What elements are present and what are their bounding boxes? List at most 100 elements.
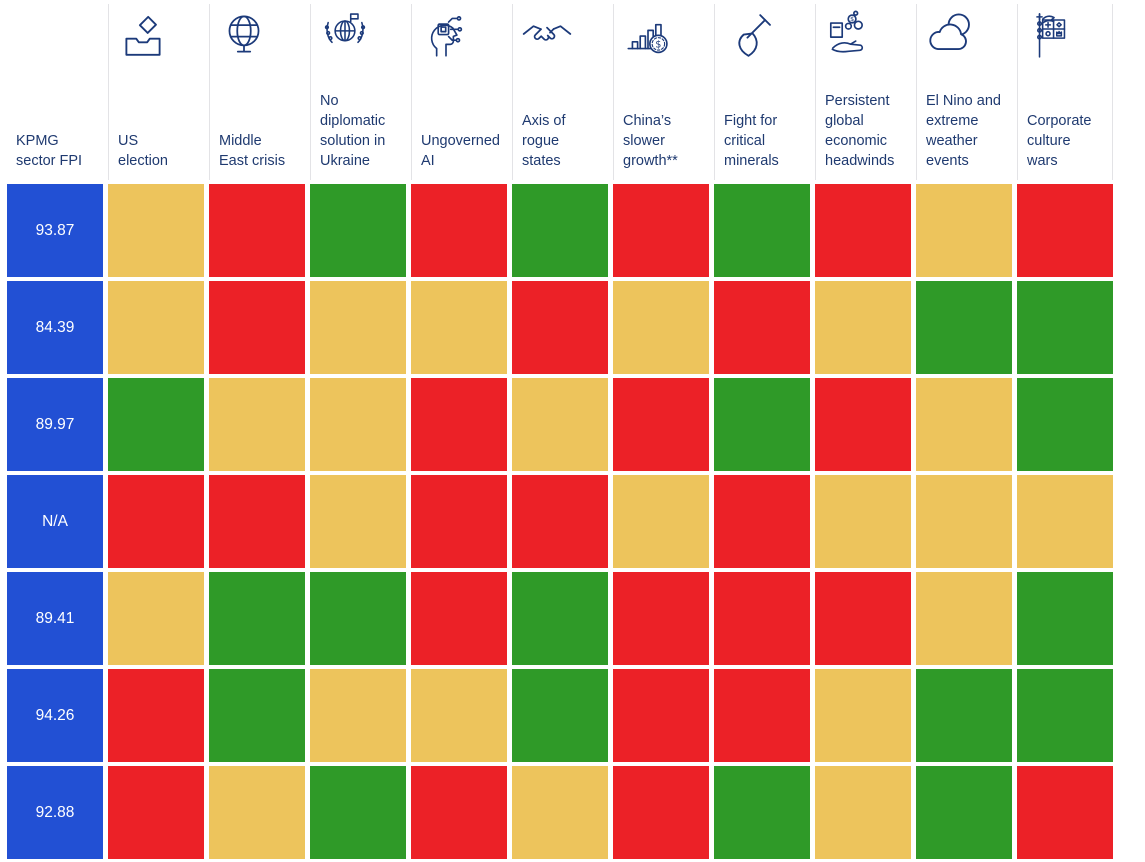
fpi-value-cell: 93.87 xyxy=(7,184,103,277)
fpi-value-cell: N/A xyxy=(7,475,103,568)
column-header-label: Fight for critical minerals xyxy=(724,113,779,169)
heat-cell-corporate-culture-wars xyxy=(1017,184,1113,277)
heat-cell-persistent-global-economic-headwinds xyxy=(815,184,911,277)
heat-cell-persistent-global-economic-headwinds xyxy=(815,572,911,665)
heat-cell-axis-of-rogue-states xyxy=(512,572,608,665)
column-header-label: Ungoverned AI xyxy=(421,133,500,169)
heat-cell-middle-east-crisis xyxy=(209,184,305,277)
heat-cell-corporate-culture-wars xyxy=(1017,475,1113,568)
heat-cell-middle-east-crisis xyxy=(209,572,305,665)
heat-cell-ungoverned-ai xyxy=(411,572,507,665)
heat-cell-no-diplomatic-solution-ukraine xyxy=(310,475,406,568)
heat-cell-ungoverned-ai xyxy=(411,766,507,859)
column-header-chinas-slower-growth: China’s slower growth** xyxy=(613,4,709,180)
heat-cell-chinas-slower-growth xyxy=(613,378,709,471)
heat-cell-us-election xyxy=(108,766,204,859)
header-spacer xyxy=(210,59,305,131)
heat-cell-corporate-culture-wars xyxy=(1017,669,1113,762)
fpi-value-cell: 92.88 xyxy=(7,766,103,859)
heat-cell-chinas-slower-growth xyxy=(613,184,709,277)
heat-cell-fight-for-critical-minerals xyxy=(714,378,810,471)
fpi-value-cell: 89.97 xyxy=(7,378,103,471)
heat-cell-ungoverned-ai xyxy=(411,475,507,568)
shovel-icon xyxy=(722,9,776,59)
heat-cell-us-election xyxy=(108,281,204,374)
bar-chart-coin-icon xyxy=(621,9,675,59)
heat-cell-us-election xyxy=(108,669,204,762)
column-header-label: US election xyxy=(118,133,168,169)
fpi-column-header-label: KPMG sector FPI xyxy=(16,133,83,169)
heat-cell-us-election xyxy=(108,475,204,568)
heat-cell-axis-of-rogue-states xyxy=(512,281,608,374)
heat-cell-el-nino-extreme-weather xyxy=(916,669,1012,762)
heat-cell-el-nino-extreme-weather xyxy=(916,281,1012,374)
heat-cell-chinas-slower-growth xyxy=(613,475,709,568)
heat-cell-middle-east-crisis xyxy=(209,475,305,568)
column-header-label: Axis of rogue states xyxy=(522,113,566,169)
column-header-el-nino-extreme-weather: El Nino and extreme weather events xyxy=(916,4,1012,180)
heat-cell-ungoverned-ai xyxy=(411,378,507,471)
heat-cell-fight-for-critical-minerals xyxy=(714,766,810,859)
column-header-axis-of-rogue-states: Axis of rogue states xyxy=(512,4,608,180)
heat-cell-corporate-culture-wars xyxy=(1017,572,1113,665)
heat-cell-persistent-global-economic-headwinds xyxy=(815,475,911,568)
heat-cell-persistent-global-economic-headwinds xyxy=(815,378,911,471)
column-header-ungoverned-ai: Ungoverned AI xyxy=(411,4,507,180)
heat-cell-no-diplomatic-solution-ukraine xyxy=(310,281,406,374)
column-header-us-election: US election xyxy=(108,4,204,180)
heat-cell-el-nino-extreme-weather xyxy=(916,378,1012,471)
hand-coins-icon xyxy=(823,9,877,59)
heat-cell-ungoverned-ai xyxy=(411,281,507,374)
heat-cell-no-diplomatic-solution-ukraine xyxy=(310,766,406,859)
heat-cell-us-election xyxy=(108,572,204,665)
heat-cell-middle-east-crisis xyxy=(209,669,305,762)
fpi-value-cell: 89.41 xyxy=(7,572,103,665)
column-header-label: Middle East crisis xyxy=(219,133,286,169)
heat-cell-corporate-culture-wars xyxy=(1017,766,1113,859)
globe-stand-icon xyxy=(217,9,271,59)
heat-cell-axis-of-rogue-states xyxy=(512,184,608,277)
column-header-no-diplomatic-solution-ukraine: No diplomatic solution in Ukraine xyxy=(310,4,406,180)
fpi-value-cell: 94.26 xyxy=(7,669,103,762)
heat-cell-middle-east-crisis xyxy=(209,281,305,374)
header-spacer xyxy=(816,59,911,91)
heat-cell-chinas-slower-growth xyxy=(613,572,709,665)
heat-cell-fight-for-critical-minerals xyxy=(714,184,810,277)
heat-cell-fight-for-critical-minerals xyxy=(714,572,810,665)
header-spacer xyxy=(311,59,406,91)
globe-laurel-flag-icon xyxy=(318,9,372,59)
heat-cell-chinas-slower-growth xyxy=(613,281,709,374)
header-spacer xyxy=(917,59,1012,91)
header-spacer xyxy=(1018,59,1112,111)
header-spacer xyxy=(715,59,810,111)
heat-cell-us-election xyxy=(108,378,204,471)
column-header-label: Corporate culture wars xyxy=(1027,113,1092,169)
heat-cell-el-nino-extreme-weather xyxy=(916,184,1012,277)
heat-cell-middle-east-crisis xyxy=(209,766,305,859)
heat-cell-fight-for-critical-minerals xyxy=(714,669,810,762)
heat-cell-no-diplomatic-solution-ukraine xyxy=(310,572,406,665)
column-header-label: China’s slower growth** xyxy=(623,113,678,169)
heat-cell-fight-for-critical-minerals xyxy=(714,475,810,568)
column-header-label: Persistent global economic headwinds xyxy=(825,93,895,169)
column-header-corporate-culture-wars: Corporate culture wars xyxy=(1017,4,1113,180)
heat-cell-chinas-slower-growth xyxy=(613,669,709,762)
heat-cell-chinas-slower-growth xyxy=(613,766,709,859)
heat-cell-axis-of-rogue-states xyxy=(512,766,608,859)
column-header-fight-for-critical-minerals: Fight for critical minerals xyxy=(714,4,810,180)
heat-cell-axis-of-rogue-states xyxy=(512,669,608,762)
heat-cell-axis-of-rogue-states xyxy=(512,378,608,471)
heat-cell-us-election xyxy=(108,184,204,277)
heat-cell-no-diplomatic-solution-ukraine xyxy=(310,669,406,762)
heat-cell-persistent-global-economic-headwinds xyxy=(815,766,911,859)
heat-cell-ungoverned-ai xyxy=(411,184,507,277)
header-spacer xyxy=(109,59,204,131)
ballot-box-icon xyxy=(116,9,170,59)
column-header-label: No diplomatic solution in Ukraine xyxy=(320,93,386,169)
heat-cell-el-nino-extreme-weather xyxy=(916,475,1012,568)
header-spacer xyxy=(412,59,507,131)
column-header-persistent-global-economic-headwinds: Persistent global economic headwinds xyxy=(815,4,911,180)
heat-cell-persistent-global-economic-headwinds xyxy=(815,669,911,762)
heat-cell-fight-for-critical-minerals xyxy=(714,281,810,374)
handshake-icon xyxy=(520,9,574,59)
